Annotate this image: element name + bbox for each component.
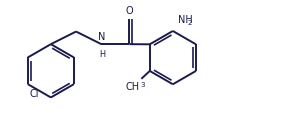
- Text: O: O: [126, 6, 133, 16]
- Text: NH: NH: [178, 15, 193, 25]
- Text: N: N: [98, 32, 105, 42]
- Text: H: H: [99, 50, 106, 59]
- Text: CH: CH: [126, 82, 140, 92]
- Text: 3: 3: [140, 82, 145, 88]
- Text: 2: 2: [188, 20, 192, 26]
- Text: Cl: Cl: [29, 89, 39, 99]
